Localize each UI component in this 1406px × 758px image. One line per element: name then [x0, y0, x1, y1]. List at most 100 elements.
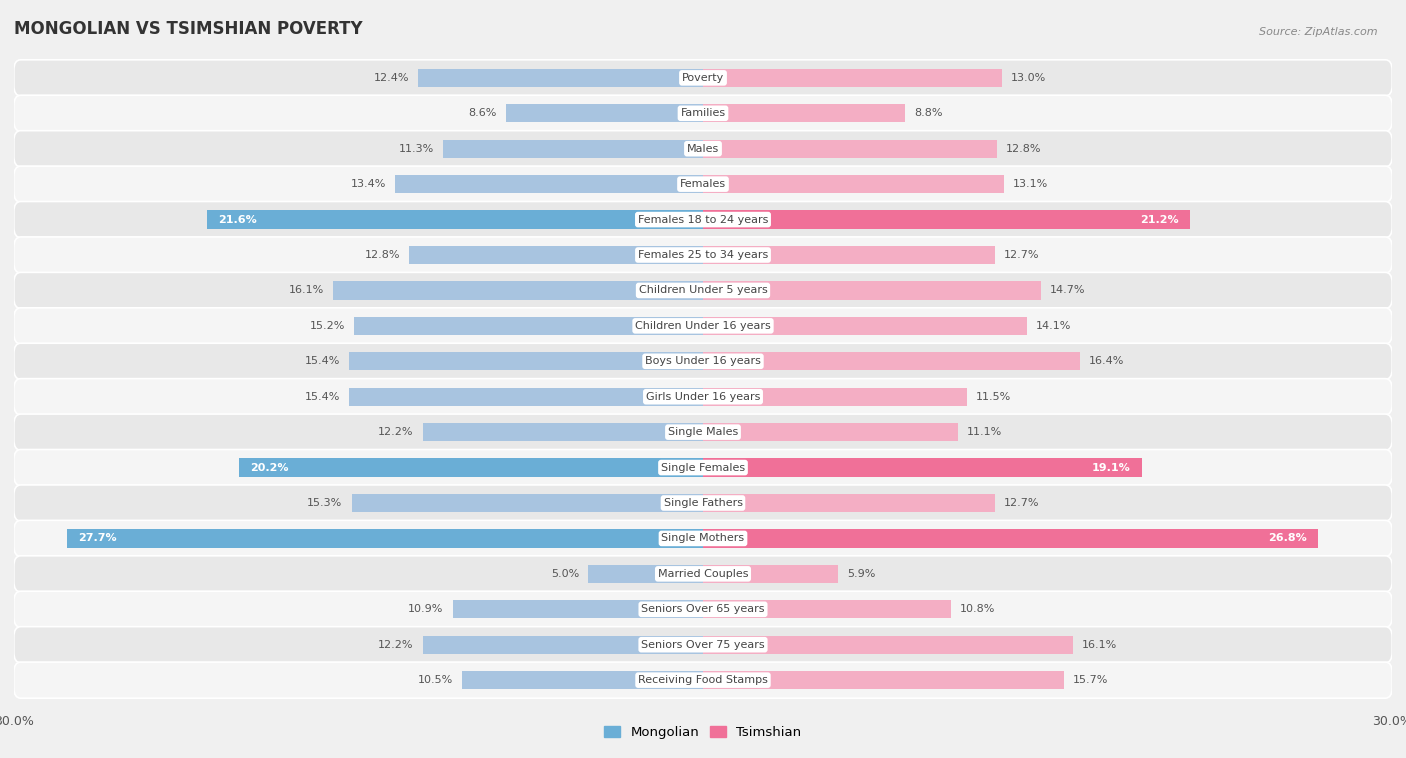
Bar	[67, 529, 703, 547]
Bar	[703, 635, 1073, 654]
Text: 12.2%: 12.2%	[378, 640, 413, 650]
Text: Poverty: Poverty	[682, 73, 724, 83]
FancyBboxPatch shape	[14, 130, 1392, 167]
Text: Single Fathers: Single Fathers	[664, 498, 742, 508]
Text: Females: Females	[681, 179, 725, 190]
Text: 8.6%: 8.6%	[468, 108, 496, 118]
FancyBboxPatch shape	[14, 556, 1392, 592]
Text: 19.1%: 19.1%	[1091, 462, 1130, 472]
Bar	[703, 69, 1001, 87]
Text: Seniors Over 75 years: Seniors Over 75 years	[641, 640, 765, 650]
Text: Boys Under 16 years: Boys Under 16 years	[645, 356, 761, 366]
Text: Source: ZipAtlas.com: Source: ZipAtlas.com	[1260, 27, 1378, 36]
Text: 12.4%: 12.4%	[374, 73, 409, 83]
Text: 15.4%: 15.4%	[305, 392, 340, 402]
Text: 21.6%: 21.6%	[218, 215, 257, 224]
FancyBboxPatch shape	[14, 449, 1392, 486]
Text: 15.4%: 15.4%	[305, 356, 340, 366]
Bar	[352, 493, 703, 512]
Text: 13.1%: 13.1%	[1012, 179, 1049, 190]
Bar	[703, 352, 1080, 371]
FancyBboxPatch shape	[14, 379, 1392, 415]
FancyBboxPatch shape	[14, 414, 1392, 450]
FancyBboxPatch shape	[14, 343, 1392, 379]
Text: 16.4%: 16.4%	[1088, 356, 1125, 366]
Bar	[409, 246, 703, 265]
Bar	[418, 69, 703, 87]
Bar	[423, 423, 703, 441]
Bar	[207, 211, 703, 229]
FancyBboxPatch shape	[14, 96, 1392, 131]
FancyBboxPatch shape	[14, 202, 1392, 238]
FancyBboxPatch shape	[14, 60, 1392, 96]
Text: 12.2%: 12.2%	[378, 428, 413, 437]
Bar	[333, 281, 703, 299]
Text: Married Couples: Married Couples	[658, 568, 748, 579]
Text: 10.8%: 10.8%	[960, 604, 995, 614]
Bar	[703, 671, 1063, 689]
Text: 13.4%: 13.4%	[350, 179, 387, 190]
Bar	[703, 423, 957, 441]
Bar	[588, 565, 703, 583]
Bar	[423, 635, 703, 654]
Text: Females 25 to 34 years: Females 25 to 34 years	[638, 250, 768, 260]
Bar	[703, 139, 997, 158]
Bar	[703, 387, 967, 406]
Text: 15.7%: 15.7%	[1073, 675, 1108, 685]
Text: Single Males: Single Males	[668, 428, 738, 437]
Text: 10.9%: 10.9%	[408, 604, 443, 614]
Bar	[703, 493, 994, 512]
Text: Families: Families	[681, 108, 725, 118]
Bar	[703, 600, 950, 619]
Bar	[703, 211, 1189, 229]
FancyBboxPatch shape	[14, 662, 1392, 698]
Text: 11.5%: 11.5%	[976, 392, 1011, 402]
Bar	[349, 352, 703, 371]
Text: 14.1%: 14.1%	[1036, 321, 1071, 330]
Text: 12.8%: 12.8%	[1007, 144, 1042, 154]
FancyBboxPatch shape	[14, 627, 1392, 662]
Text: Children Under 5 years: Children Under 5 years	[638, 286, 768, 296]
Bar	[354, 317, 703, 335]
Bar	[506, 104, 703, 123]
Text: 5.0%: 5.0%	[551, 568, 579, 579]
Text: 15.2%: 15.2%	[309, 321, 344, 330]
Bar	[703, 104, 905, 123]
FancyBboxPatch shape	[14, 237, 1392, 273]
Text: MONGOLIAN VS TSIMSHIAN POVERTY: MONGOLIAN VS TSIMSHIAN POVERTY	[14, 20, 363, 38]
FancyBboxPatch shape	[14, 591, 1392, 628]
Text: 16.1%: 16.1%	[288, 286, 323, 296]
Text: 12.7%: 12.7%	[1004, 250, 1039, 260]
Bar	[453, 600, 703, 619]
FancyBboxPatch shape	[14, 485, 1392, 521]
Bar	[395, 175, 703, 193]
Text: 8.8%: 8.8%	[914, 108, 943, 118]
Text: 14.7%: 14.7%	[1050, 286, 1085, 296]
Text: 11.3%: 11.3%	[399, 144, 434, 154]
Bar	[461, 671, 703, 689]
Text: 16.1%: 16.1%	[1083, 640, 1118, 650]
Text: Single Females: Single Females	[661, 462, 745, 472]
Text: 21.2%: 21.2%	[1140, 215, 1178, 224]
Text: 12.8%: 12.8%	[364, 250, 399, 260]
Text: Single Mothers: Single Mothers	[661, 534, 745, 543]
Bar	[703, 246, 994, 265]
Text: 12.7%: 12.7%	[1004, 498, 1039, 508]
FancyBboxPatch shape	[14, 166, 1392, 202]
Bar	[239, 459, 703, 477]
Text: Seniors Over 65 years: Seniors Over 65 years	[641, 604, 765, 614]
Text: 27.7%: 27.7%	[79, 534, 117, 543]
Text: Receiving Food Stamps: Receiving Food Stamps	[638, 675, 768, 685]
Text: 15.3%: 15.3%	[307, 498, 343, 508]
FancyBboxPatch shape	[14, 520, 1392, 556]
Bar	[703, 529, 1319, 547]
Bar	[703, 175, 1004, 193]
Bar	[703, 317, 1026, 335]
Text: 26.8%: 26.8%	[1268, 534, 1308, 543]
Text: 13.0%: 13.0%	[1011, 73, 1046, 83]
Text: Females 18 to 24 years: Females 18 to 24 years	[638, 215, 768, 224]
Bar	[703, 459, 1142, 477]
FancyBboxPatch shape	[14, 308, 1392, 344]
Text: Children Under 16 years: Children Under 16 years	[636, 321, 770, 330]
Text: 5.9%: 5.9%	[848, 568, 876, 579]
